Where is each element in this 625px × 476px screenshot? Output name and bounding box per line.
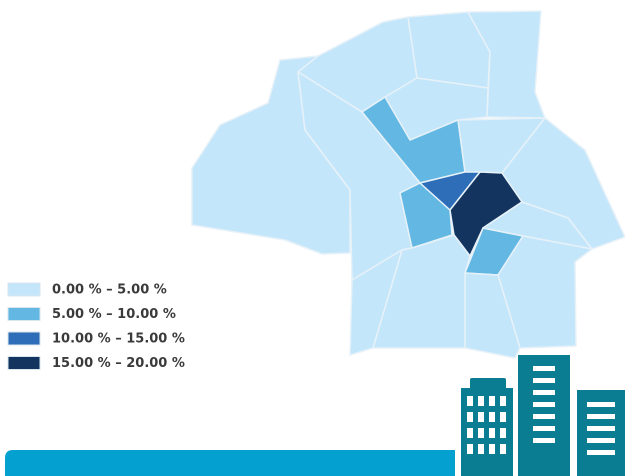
region bbox=[349, 249, 403, 356]
legend-label: 5.00 % – 10.00 % bbox=[52, 307, 176, 322]
legend-swatch bbox=[7, 356, 41, 370]
legend-swatch bbox=[7, 331, 41, 346]
buildings-icon bbox=[461, 355, 625, 476]
footer-bar bbox=[5, 450, 455, 476]
legend: 0.00 % – 5.00 % 5.00 % – 10.00 % 10.00 % –… bbox=[7, 282, 185, 371]
legend-label: 15.00 % – 20.00 % bbox=[52, 356, 185, 371]
legend-label: 0.00 % – 5.00 % bbox=[52, 283, 167, 298]
region bbox=[399, 182, 453, 249]
legend-swatch bbox=[7, 282, 41, 297]
legend-label: 10.00 % – 15.00 % bbox=[52, 332, 185, 347]
legend-swatch bbox=[7, 307, 41, 321]
regions bbox=[191, 10, 625, 359]
region bbox=[449, 171, 523, 257]
